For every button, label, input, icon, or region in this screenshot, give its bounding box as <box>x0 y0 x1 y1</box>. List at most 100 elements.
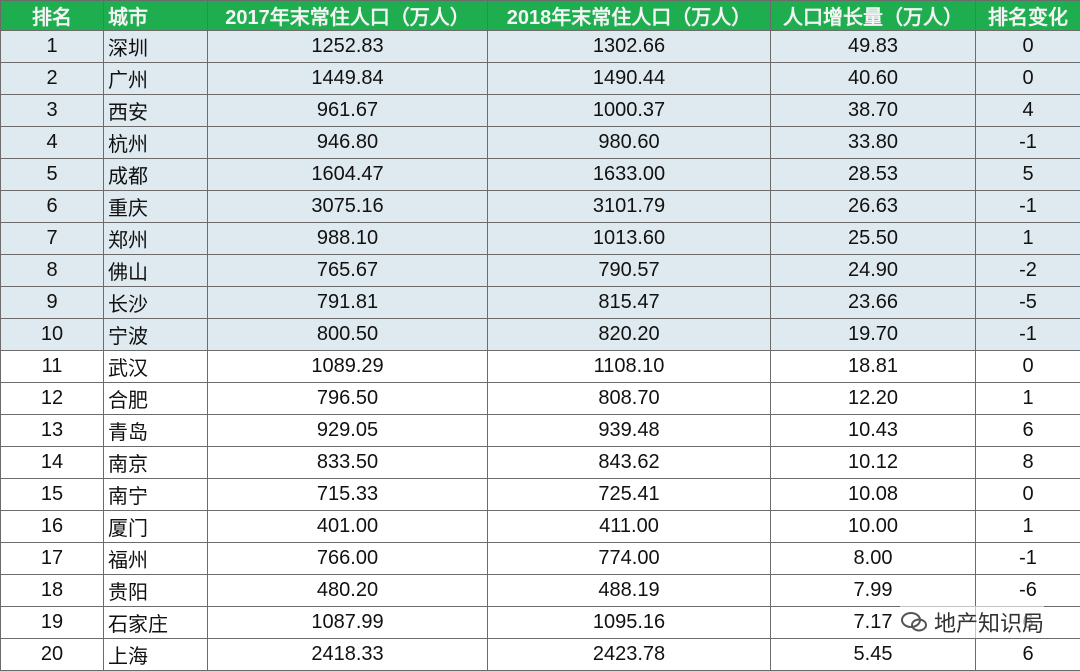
table-cell: 0 <box>975 350 1080 383</box>
table-cell: 808.70 <box>487 382 771 415</box>
table-row: 4 杭州 946.80 980.60 33.80 -1 <box>0 126 1080 159</box>
table-cell: 南宁 <box>103 478 208 511</box>
table-cell: 946.80 <box>207 126 488 159</box>
table-cell: 411.00 <box>487 510 771 543</box>
table-cell: 1095.16 <box>487 606 771 639</box>
table-cell: 791.81 <box>207 286 488 319</box>
table-row: 8 佛山 765.67 790.57 24.90 -2 <box>0 254 1080 287</box>
table-row: 11 武汉 1089.29 1108.10 18.81 0 <box>0 350 1080 383</box>
table-cell: 8 <box>0 254 104 287</box>
table-cell: 939.48 <box>487 414 771 447</box>
table-cell: 3101.79 <box>487 190 771 223</box>
table-row: 15 南宁 715.33 725.41 10.08 0 <box>0 478 1080 511</box>
table-cell: -2 <box>975 254 1080 287</box>
table-cell: 6 <box>975 638 1080 671</box>
table-cell: 820.20 <box>487 318 771 351</box>
table-cell: 重庆 <box>103 190 208 223</box>
table-cell: 10.12 <box>770 446 976 479</box>
table-cell: 15 <box>0 478 104 511</box>
table-cell: 833.50 <box>207 446 488 479</box>
table-cell: 10.00 <box>770 510 976 543</box>
table-cell: 厦门 <box>103 510 208 543</box>
table-cell: -5 <box>975 286 1080 319</box>
table-row: 6 重庆 3075.16 3101.79 26.63 -1 <box>0 190 1080 223</box>
table-cell: 1000.37 <box>487 94 771 127</box>
table-cell: 5 <box>0 158 104 191</box>
table-cell: 49.83 <box>770 30 976 63</box>
table-row: 12 合肥 796.50 808.70 12.20 1 <box>0 382 1080 415</box>
table-cell: -1 <box>975 318 1080 351</box>
header-cell: 排名 <box>0 0 104 31</box>
table-cell: 1633.00 <box>487 158 771 191</box>
table-cell: 725.41 <box>487 478 771 511</box>
table-cell: 19 <box>0 606 104 639</box>
table-cell: 1 <box>0 30 104 63</box>
table-cell: 774.00 <box>487 542 771 575</box>
table-cell: 4 <box>0 126 104 159</box>
wechat-icon <box>900 612 927 632</box>
table-cell: 19.70 <box>770 318 976 351</box>
table-cell: 石家庄 <box>103 606 208 639</box>
table-cell: 26.63 <box>770 190 976 223</box>
table-cell: 28.53 <box>770 158 976 191</box>
table-cell: 合肥 <box>103 382 208 415</box>
table-cell: 南京 <box>103 446 208 479</box>
table-cell: 1087.99 <box>207 606 488 639</box>
table-cell: 6 <box>0 190 104 223</box>
table-cell: 9 <box>0 286 104 319</box>
table-cell: 488.19 <box>487 574 771 607</box>
table-cell: 815.47 <box>487 286 771 319</box>
table-cell: 西安 <box>103 94 208 127</box>
table-cell: 6 <box>975 414 1080 447</box>
table-cell: 715.33 <box>207 478 488 511</box>
table-cell: 长沙 <box>103 286 208 319</box>
table-cell: -1 <box>975 542 1080 575</box>
table-cell: 深圳 <box>103 30 208 63</box>
table-cell: 郑州 <box>103 222 208 255</box>
table-cell: 800.50 <box>207 318 488 351</box>
table-cell: 24.90 <box>770 254 976 287</box>
header-row: 排名 城市 2017年末常住人口（万人） 2018年末常住人口（万人） 人口增长量（万人… <box>0 0 1080 31</box>
table-row: 1 深圳 1252.83 1302.66 49.83 0 <box>0 30 1080 63</box>
table-cell: 5.45 <box>770 638 976 671</box>
table-cell: 38.70 <box>770 94 976 127</box>
table-cell: 401.00 <box>207 510 488 543</box>
table-row: 13 青岛 929.05 939.48 10.43 6 <box>0 414 1080 447</box>
table-cell: 1252.83 <box>207 30 488 63</box>
table-cell: 0 <box>975 478 1080 511</box>
table-cell: 17 <box>0 542 104 575</box>
table-cell: 10.08 <box>770 478 976 511</box>
table-cell: 1 <box>975 222 1080 255</box>
table-cell: 40.60 <box>770 62 976 95</box>
table-cell: 25.50 <box>770 222 976 255</box>
table-cell: 1108.10 <box>487 350 771 383</box>
table-cell: 18 <box>0 574 104 607</box>
table-cell: 1013.60 <box>487 222 771 255</box>
header-cell: 城市 <box>103 0 208 31</box>
table-cell: 杭州 <box>103 126 208 159</box>
table-cell: 4 <box>975 94 1080 127</box>
table-cell: 1302.66 <box>487 30 771 63</box>
table-row: 20 上海 2418.33 2423.78 5.45 6 <box>0 638 1080 671</box>
table-cell: 武汉 <box>103 350 208 383</box>
table-row: 3 西安 961.67 1000.37 38.70 4 <box>0 94 1080 127</box>
table-cell: 12.20 <box>770 382 976 415</box>
table-cell: 929.05 <box>207 414 488 447</box>
table-cell: 980.60 <box>487 126 771 159</box>
table-cell: 23.66 <box>770 286 976 319</box>
table-cell: 14 <box>0 446 104 479</box>
table-cell: 上海 <box>103 638 208 671</box>
table-cell: 8.00 <box>770 542 976 575</box>
table-cell: 988.10 <box>207 222 488 255</box>
table-cell: 480.20 <box>207 574 488 607</box>
table-cell: 11 <box>0 350 104 383</box>
table-cell: 16 <box>0 510 104 543</box>
table-cell: 765.67 <box>207 254 488 287</box>
table-cell: 7.99 <box>770 574 976 607</box>
table-cell: 贵阳 <box>103 574 208 607</box>
table-cell: 961.67 <box>207 94 488 127</box>
table-cell: 12 <box>0 382 104 415</box>
table-cell: 10 <box>0 318 104 351</box>
